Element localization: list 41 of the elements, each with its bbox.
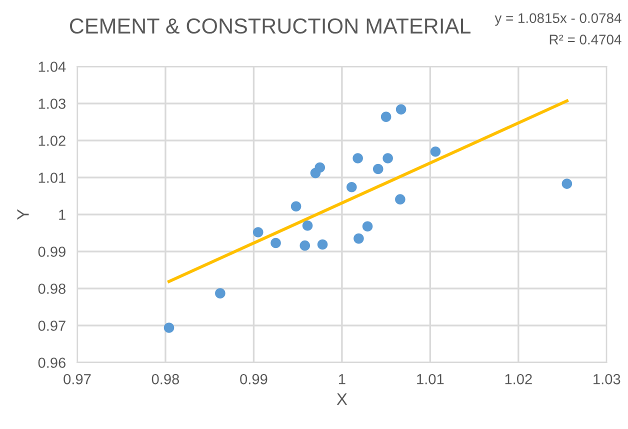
point xyxy=(270,238,281,248)
x-tick-label: 1 xyxy=(339,374,346,384)
point xyxy=(300,240,310,251)
point xyxy=(346,182,357,192)
chart-title: CEMENT & CONSTRUCTION MATERIAL xyxy=(70,18,470,34)
x-tick-label: 1.02 xyxy=(505,374,532,384)
point xyxy=(562,178,572,189)
point xyxy=(382,153,393,164)
y-tick-label: 1.04 xyxy=(38,62,66,72)
y-tick-label: 0.96 xyxy=(38,358,66,368)
point xyxy=(302,220,313,231)
y-axis-title: Y xyxy=(17,209,29,220)
y-tick-label: 1 xyxy=(59,210,66,220)
point xyxy=(290,201,302,212)
point xyxy=(215,288,226,298)
y-tick-label: 1.01 xyxy=(38,172,66,183)
point xyxy=(317,239,328,250)
point xyxy=(395,194,406,204)
point xyxy=(354,233,364,244)
y-tick-label: 1.02 xyxy=(38,136,66,146)
text: R² = 0.4704 xyxy=(550,34,622,44)
point xyxy=(164,322,174,333)
y-tick-label: 1.03 xyxy=(38,98,66,109)
point xyxy=(372,164,384,174)
point xyxy=(380,112,392,122)
y-tick-label: 0.97 xyxy=(38,320,66,331)
x-tick-label: 1.01 xyxy=(417,374,444,384)
x-tick-label: 1.03 xyxy=(594,374,620,384)
point xyxy=(362,221,373,232)
x-tick-label: 0.97 xyxy=(64,374,91,384)
y-tick-label: 0.98 xyxy=(38,284,66,294)
x-axis-title: X xyxy=(336,393,348,405)
point xyxy=(252,227,264,238)
y-tick-label: 0.99 xyxy=(38,246,66,257)
x-tick-label: 0.98 xyxy=(152,374,180,384)
point xyxy=(396,104,406,115)
point xyxy=(314,162,326,173)
point xyxy=(352,153,363,164)
x-tick-label: 0.99 xyxy=(240,374,268,384)
point xyxy=(430,146,441,157)
text: y = 1.0815x - 0.0784 xyxy=(494,13,622,26)
